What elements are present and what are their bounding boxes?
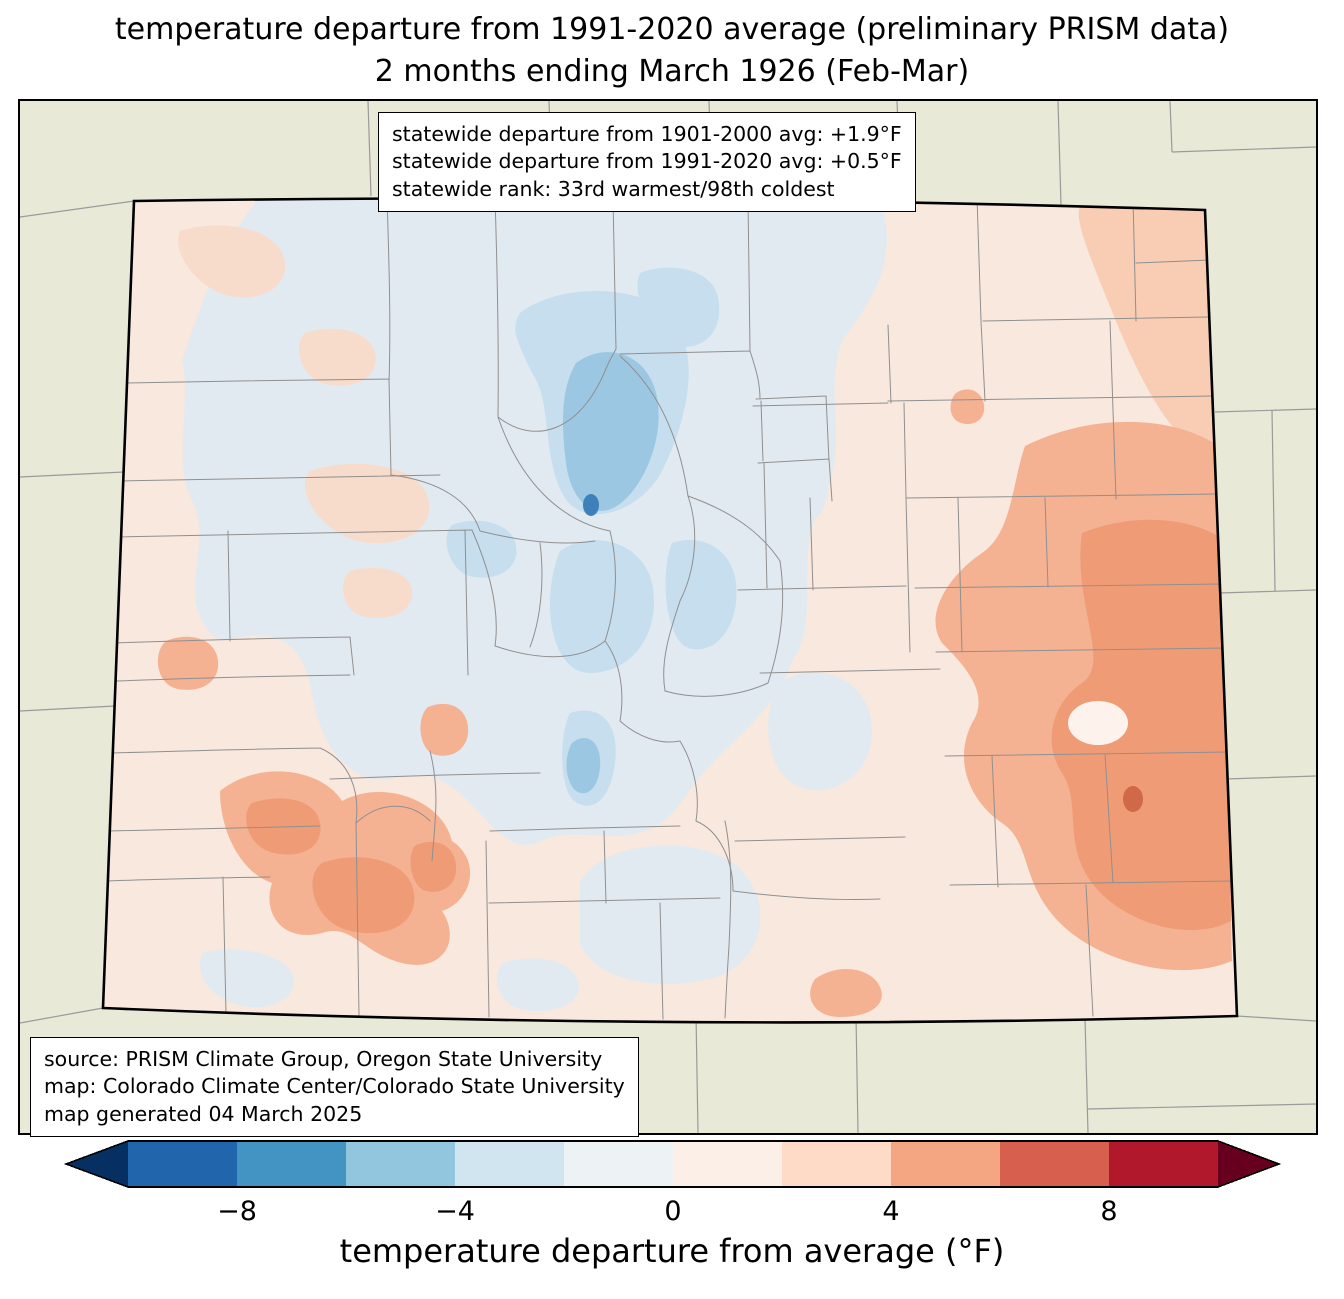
- anomaly-blue-mid: [563, 352, 659, 794]
- map-axes: statewide departure from 1901-2000 avg: …: [18, 99, 1318, 1138]
- source-line-1: source: PRISM Climate Group, Oregon Stat…: [44, 1047, 603, 1071]
- county-lines: [107, 198, 1235, 1020]
- colorbar-segment: [128, 1141, 237, 1187]
- colorbar-area: −8 −4 0 4 8 temperature departure from a…: [0, 1138, 1344, 1299]
- colorbar-axis-label: temperature departure from average (°F): [339, 1232, 1005, 1270]
- colorbar-tick-label: −8: [217, 1196, 257, 1227]
- anomaly-orange-dark-spot: [1123, 786, 1143, 812]
- figure-title-line2: 2 months ending March 1926 (Feb-Mar): [374, 54, 970, 89]
- stats-line-1: statewide departure from 1901-2000 avg: …: [392, 122, 902, 146]
- anomaly-pink-patches: [178, 225, 430, 618]
- colorbar-segment: [564, 1141, 673, 1187]
- source-line-3: map generated 04 March 2025: [44, 1101, 363, 1126]
- colorbar-outline: [63, 1140, 1282, 1188]
- anomaly-orange-pale: [1078, 207, 1220, 461]
- figure-title-line1: temperature departure from 1991-2020 ave…: [114, 12, 1230, 47]
- colorbar-segment: [782, 1141, 891, 1187]
- county-lines-west: [107, 198, 732, 1020]
- colorado-map: [20, 101, 1316, 1133]
- stats-line-3: statewide rank: 33rd warmest/98th coldes…: [392, 176, 835, 201]
- stats-line-2: statewide departure from 1991-2020 avg: …: [392, 149, 902, 174]
- colorbar-segment: [891, 1141, 1000, 1187]
- colorbar-segment: [237, 1141, 346, 1187]
- source-line-2: map: Colorado Climate Center/Colorado St…: [44, 1074, 625, 1099]
- county-lines-plains: [752, 198, 1235, 1017]
- statewide-stats-box: statewide departure from 1901-2000 avg: …: [378, 112, 916, 213]
- anomaly-cream-patch: [1068, 701, 1128, 745]
- colorbar-tick-label: 0: [664, 1196, 682, 1227]
- colorbar-left-arrow: [66, 1141, 128, 1187]
- colorbar-segment: [673, 1141, 782, 1187]
- colorbar-segment: [1000, 1141, 1109, 1187]
- colorbar-tick-label: 4: [882, 1196, 900, 1227]
- colorbar-segment: [455, 1141, 564, 1187]
- colorbar-right-arrow: [1218, 1141, 1279, 1187]
- colorbar-segment: [346, 1141, 455, 1187]
- anomaly-blue-dark-spot: [583, 494, 599, 516]
- colorbar-tick-label: 8: [1100, 1196, 1118, 1227]
- county-lines-central: [390, 198, 941, 901]
- colorbar-segment: [1109, 1141, 1218, 1187]
- colorbar-tick-label: −4: [435, 1196, 475, 1227]
- colorbar: [63, 1140, 1282, 1188]
- source-attribution-box: source: PRISM Climate Group, Oregon Stat…: [30, 1037, 639, 1138]
